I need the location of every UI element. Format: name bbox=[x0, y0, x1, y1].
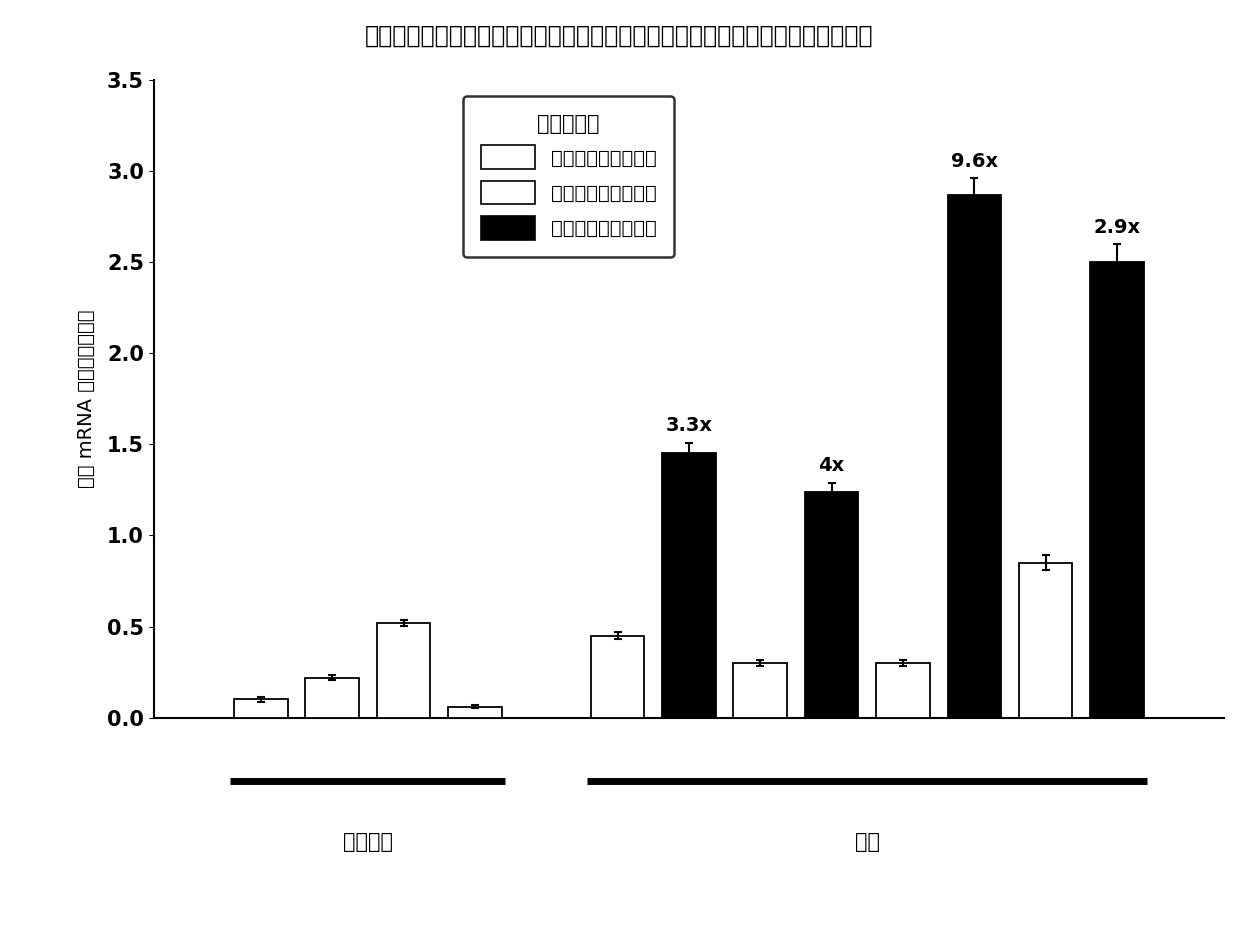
Text: 4x: 4x bbox=[819, 456, 845, 476]
Bar bbox=[1090, 262, 1144, 718]
Bar bbox=[305, 677, 359, 718]
Text: 9.6x: 9.6x bbox=[950, 152, 997, 171]
Bar bbox=[449, 707, 502, 718]
Bar bbox=[377, 623, 430, 718]
Bar bbox=[234, 699, 287, 718]
Text: 患者: 患者 bbox=[855, 832, 880, 852]
Bar bbox=[876, 663, 929, 718]
Bar bbox=[948, 195, 1001, 718]
Text: 来自患者和健康对照的正位子宫内膜中以及子宫内膜异位病变中催乳素受体的表达: 来自患者和健康对照的正位子宫内膜中以及子宫内膜异位病变中催乳素受体的表达 bbox=[366, 24, 873, 48]
Y-axis label: 相对 mRNA 表达比亲环蛋白: 相对 mRNA 表达比亲环蛋白 bbox=[77, 310, 95, 488]
Text: 健康对照: 健康对照 bbox=[343, 832, 393, 852]
Bar bbox=[733, 663, 787, 718]
Bar bbox=[805, 492, 859, 718]
Bar bbox=[1018, 563, 1073, 718]
Bar bbox=[662, 454, 716, 718]
Text: 3.3x: 3.3x bbox=[665, 417, 712, 436]
Text: 2.9x: 2.9x bbox=[1093, 218, 1141, 237]
Legend: 正位，健康对照组织, 来自患者的正位组织, 来自患者的异位组织: 正位，健康对照组织, 来自患者的正位组织, 来自患者的异位组织 bbox=[463, 96, 674, 258]
Bar bbox=[591, 635, 644, 718]
